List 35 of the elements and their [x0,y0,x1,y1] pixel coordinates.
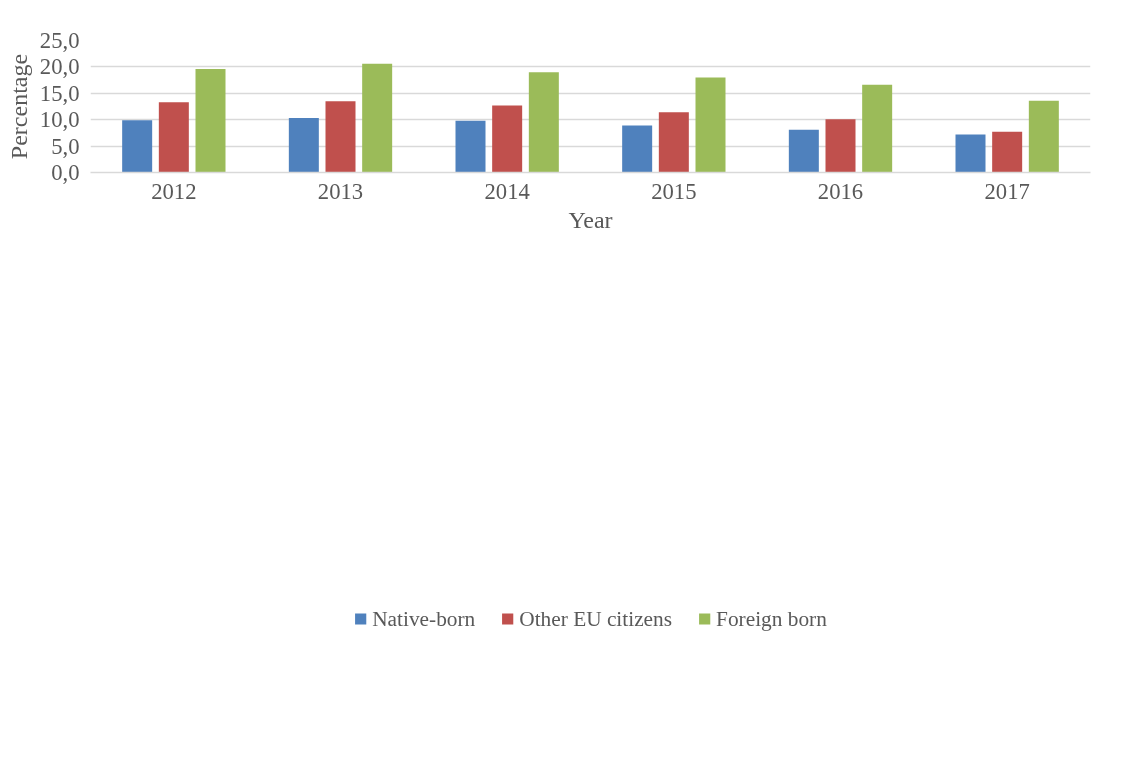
bar [622,125,653,173]
bar [695,77,726,173]
bar [1028,100,1059,173]
y-tick-label: 20,0 [39,54,80,80]
bar [195,69,226,173]
x-axis-title: Year [568,206,613,233]
y-tick-label: 0,0 [51,160,80,185]
x-tick-label: 2013 [317,178,364,204]
x-tick-label: 2016 [817,178,864,204]
bar [658,112,689,173]
legend-label: Foreign born [716,606,827,632]
x-tick-label: 2015 [651,178,697,204]
bar [455,120,486,173]
y-tick-label: 15,0 [39,80,80,106]
bar [325,101,356,173]
bar [288,118,319,173]
bar [158,102,189,173]
bar [362,63,393,173]
x-tick-label: 2014 [484,178,530,204]
y-tick-label: 5,0 [51,133,80,159]
y-axis-title: Percentage [5,53,32,160]
legend-label: Native-born [372,606,476,632]
bar [862,84,893,173]
y-tick-label: 10,0 [39,107,80,133]
x-tick-label: 2012 [151,178,197,204]
bar [788,129,819,173]
bar [528,72,559,173]
bar [992,131,1023,173]
bar [955,134,986,173]
bar [122,120,153,173]
legend-label: Other EU citizens [519,606,673,632]
y-tick-label: 25,0 [39,28,80,53]
x-tick-label: 2017 [984,178,1030,204]
bar [825,119,856,173]
bar [492,105,523,173]
